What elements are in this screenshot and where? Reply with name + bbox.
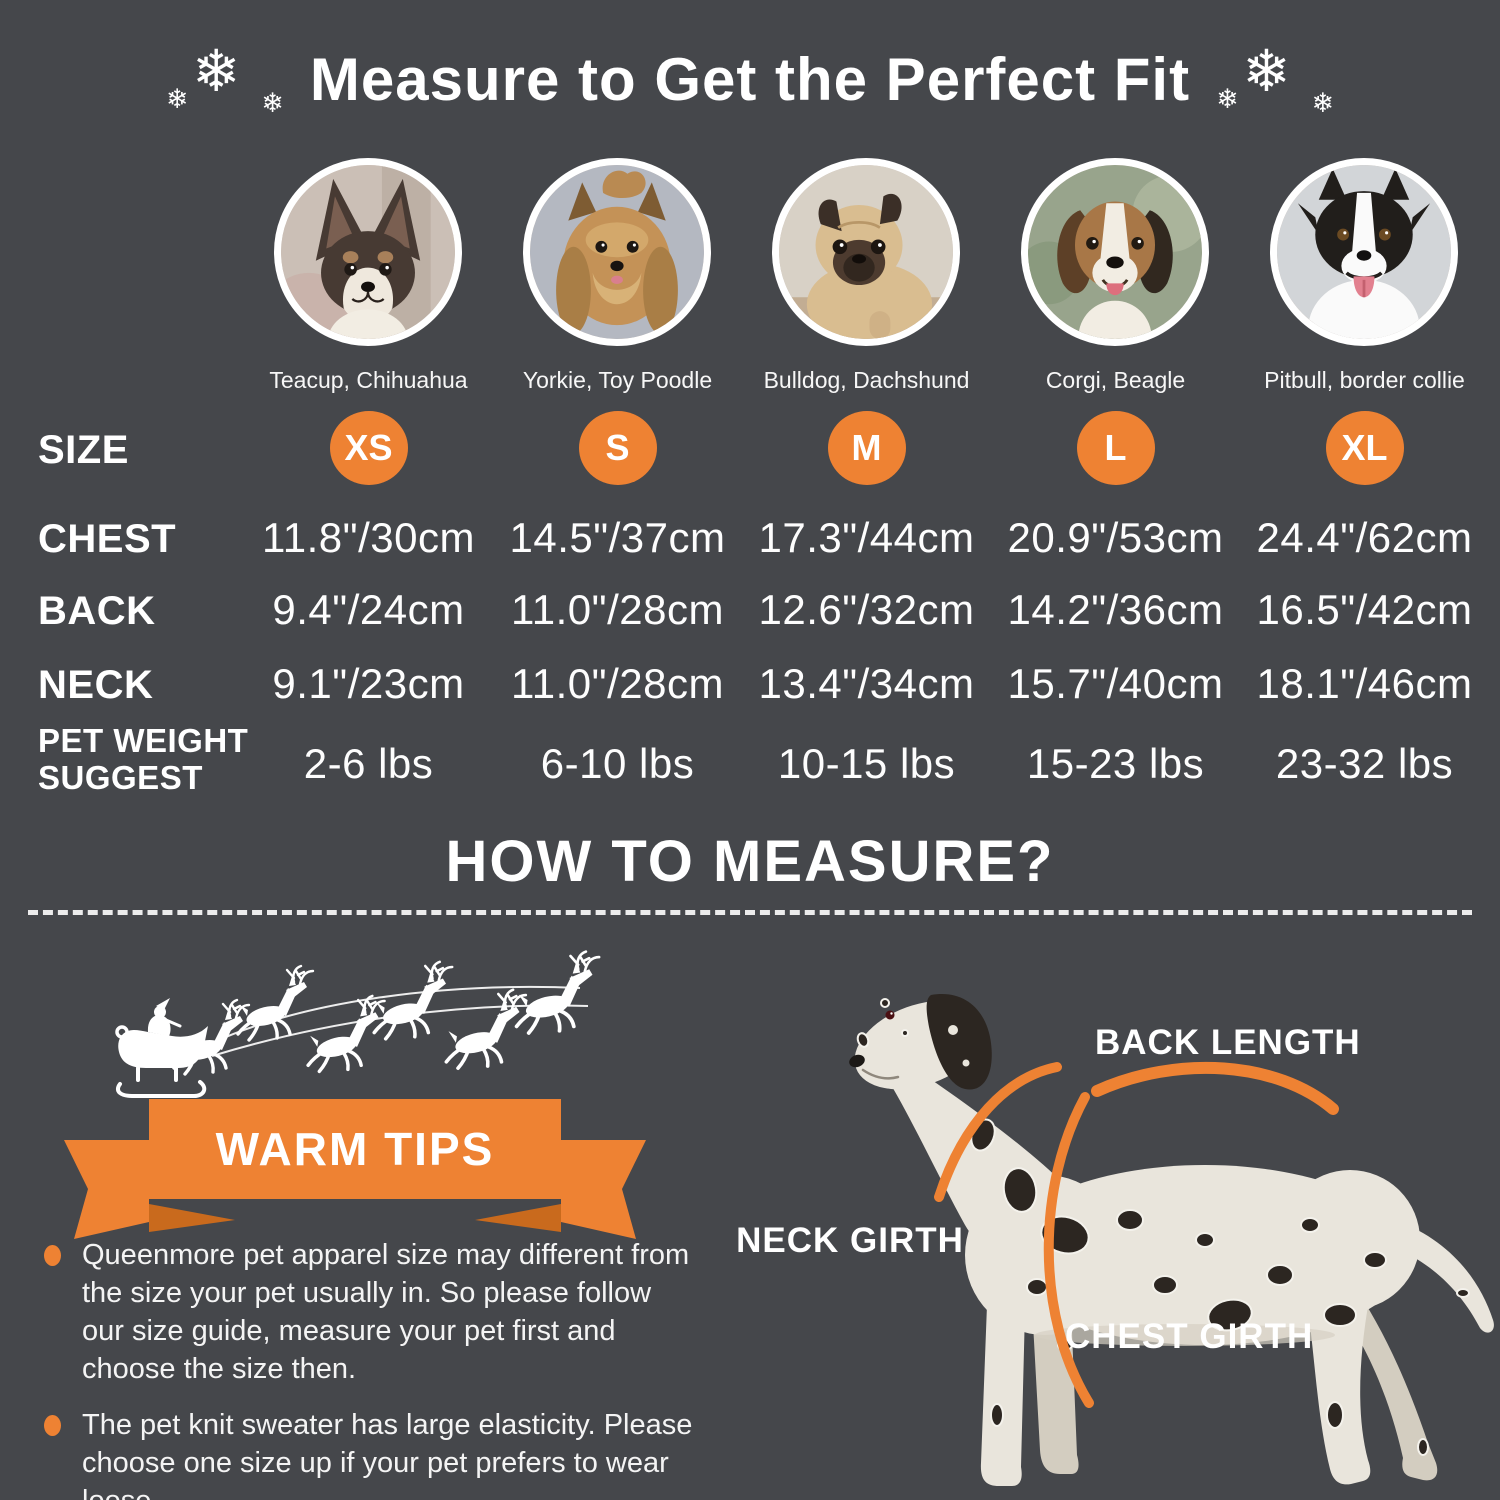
- snowflake-icon: ❄: [1242, 37, 1291, 105]
- chest-row-label: CHEST: [38, 517, 177, 561]
- dalmatian-illustration: [849, 994, 1494, 1486]
- weight-values-row: 2-6 lbs 6-10 lbs 10-15 lbs 15-23 lbs 23-…: [244, 738, 1489, 790]
- neck-girth-label: NECK GIRTH: [736, 1221, 964, 1260]
- pug-illustration: [779, 165, 953, 339]
- breed-photo-border-collie: [1270, 158, 1458, 346]
- chest-value: 11.8"/30cm: [262, 514, 475, 561]
- back-value: 9.4"/24cm: [272, 586, 465, 633]
- breed-photo-pug: [772, 158, 960, 346]
- size-row-label: SIZE: [38, 428, 129, 472]
- warm-tips-label: WARM TIPS: [215, 1123, 495, 1175]
- warm-tips-ribbon: WARM TIPS: [55, 1078, 655, 1263]
- size-badge-m: M: [827, 411, 906, 485]
- snowflake-icon: ❄: [191, 37, 241, 105]
- page-title: Measure to Get the Perfect Fit: [309, 46, 1191, 113]
- size-badge-xl: XL: [1325, 411, 1404, 485]
- bullet-icon: [44, 1415, 61, 1436]
- title-row: ❄ ❄ ❄ Measure to Get the Perfect Fit ❄ ❄…: [0, 34, 1500, 129]
- weight-value: 15-23 lbs: [1026, 740, 1205, 787]
- breed-caption: Pitbull, border collie: [1264, 366, 1465, 393]
- snowflake-cluster-right: ❄ ❄ ❄: [1216, 34, 1334, 129]
- neck-values-row: 9.1"/23cm 11.0"/28cm 13.4"/34cm 15.7"/40…: [244, 658, 1489, 710]
- chest-girth-label: CHEST GIRTH: [1065, 1317, 1314, 1356]
- size-badge-xs: XS: [329, 411, 408, 485]
- weight-value: 10-15 lbs: [777, 740, 956, 787]
- tip-text: The pet knit sweater has large elasticit…: [82, 1409, 693, 1500]
- size-badges-row: XS S M L XL: [244, 411, 1489, 485]
- back-value: 11.0"/28cm: [511, 586, 724, 633]
- breed-caption: Teacup, Chihuahua: [269, 366, 468, 393]
- bullet-icon: [44, 1245, 61, 1266]
- dashed-divider: [28, 910, 1472, 915]
- breed-captions-row: Teacup, Chihuahua Yorkie, Toy Poodle Bul…: [244, 364, 1489, 396]
- snowflake-cluster-left: ❄ ❄ ❄: [166, 34, 284, 129]
- breed-caption: Yorkie, Toy Poodle: [522, 366, 713, 393]
- measuring-diagram: BACK LENGTH NECK GIRTH CHEST GIRTH: [735, 985, 1500, 1500]
- neck-value: 9.1"/23cm: [272, 660, 465, 707]
- neck-value: 13.4"/34cm: [758, 660, 975, 707]
- back-length-label: BACK LENGTH: [1095, 1023, 1361, 1062]
- yorkie-illustration: [530, 165, 704, 339]
- size-badge-l: L: [1076, 411, 1155, 485]
- chest-values-row: 11.8"/30cm 14.5"/37cm 17.3"/44cm 20.9"/5…: [244, 512, 1489, 564]
- weight-row-label-line1: PET WEIGHT: [38, 722, 249, 759]
- santa-sleigh-art: [110, 936, 620, 1111]
- back-value: 12.6"/32cm: [758, 586, 975, 633]
- border-collie-illustration: [1277, 165, 1451, 339]
- weight-row-label: PET WEIGHT SUGGEST: [38, 722, 248, 796]
- neck-value: 15.7"/40cm: [1007, 660, 1224, 707]
- snowflake-icon: ❄: [165, 84, 189, 115]
- size-badge-s: S: [578, 411, 657, 485]
- tip-item: Queenmore pet apparel size may different…: [42, 1236, 697, 1388]
- neck-row-label: NECK: [38, 663, 154, 707]
- santa-sleigh-reindeer-icon: [115, 949, 601, 1098]
- back-value: 16.5"/42cm: [1256, 586, 1473, 633]
- ribbon-banner-icon: [64, 1099, 646, 1239]
- breed-caption: Bulldog, Dachshund: [763, 366, 970, 393]
- breed-photo-beagle: [1021, 158, 1209, 346]
- neck-value: 11.0"/28cm: [511, 660, 724, 707]
- breed-caption: Corgi, Beagle: [1045, 366, 1186, 393]
- chest-value: 17.3"/44cm: [758, 514, 975, 561]
- weight-value: 23-32 lbs: [1275, 740, 1454, 787]
- snowflake-icon: ❄: [1311, 88, 1335, 119]
- snowflake-icon: ❄: [1216, 84, 1239, 115]
- tips-list: Queenmore pet apparel size may different…: [42, 1236, 697, 1500]
- chest-value: 20.9"/53cm: [1007, 514, 1224, 561]
- back-values-row: 9.4"/24cm 11.0"/28cm 12.6"/32cm 14.2"/36…: [244, 584, 1489, 636]
- weight-row-label-line2: SUGGEST: [38, 759, 203, 796]
- weight-value: 6-10 lbs: [540, 740, 695, 787]
- tip-text: Queenmore pet apparel size may different…: [82, 1239, 690, 1385]
- neck-value: 18.1"/46cm: [1256, 660, 1473, 707]
- snowflake-icon: ❄: [261, 88, 284, 119]
- how-to-measure-heading: HOW TO MEASURE?: [445, 829, 1055, 894]
- weight-value: 2-6 lbs: [303, 740, 434, 787]
- breed-photo-yorkie: [523, 158, 711, 346]
- tip-item: The pet knit sweater has large elasticit…: [42, 1406, 697, 1500]
- back-value: 14.2"/36cm: [1007, 586, 1224, 633]
- chihuahua-illustration: [281, 165, 455, 339]
- chest-value: 14.5"/37cm: [509, 514, 726, 561]
- beagle-illustration: [1028, 165, 1202, 339]
- back-row-label: BACK: [38, 589, 156, 633]
- breed-photo-chihuahua: [274, 158, 462, 346]
- chest-value: 24.4"/62cm: [1256, 514, 1473, 561]
